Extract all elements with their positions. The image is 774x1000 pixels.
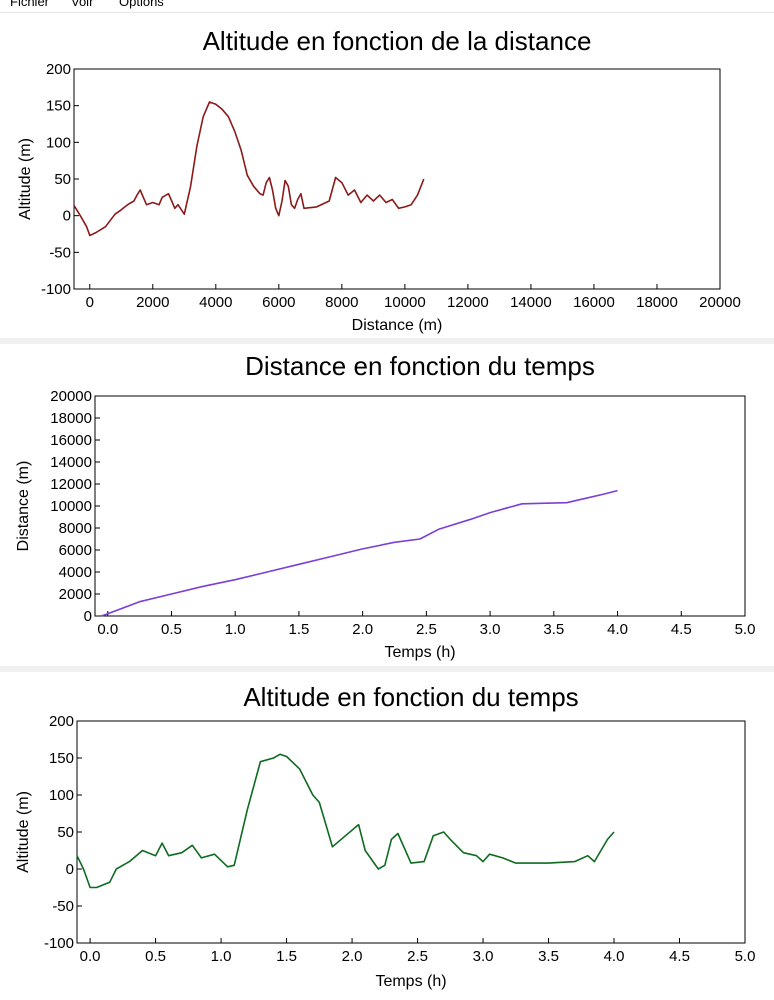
- y-tick-label: 100: [49, 787, 74, 804]
- x-axis-label: Temps (h): [375, 973, 446, 990]
- y-tick-label: 150: [49, 750, 74, 767]
- x-tick-label: 0.0: [80, 948, 101, 965]
- panel-separator: [0, 338, 774, 344]
- x-tick-label: 2000: [136, 294, 169, 311]
- y-tick-label: 14000: [50, 454, 92, 471]
- y-tick-label: 50: [57, 824, 74, 841]
- distance-time-panel: Distance en fonction du temps 0.0 0.5 1.0 1.…: [0, 344, 774, 664]
- y-tick-label: 0: [63, 208, 71, 225]
- x-tick-label: 6000: [262, 294, 295, 311]
- y-axis-label: Altitude (m): [17, 138, 34, 220]
- x-tick-label: 18000: [636, 294, 678, 311]
- y-tick-label: -50: [52, 898, 74, 915]
- x-tick-label: 0: [86, 294, 94, 311]
- x-tick-label: 5.0: [735, 948, 756, 965]
- x-tick-label: 3.0: [473, 948, 494, 965]
- series-line: [101, 489, 618, 617]
- y-tick-label: 150: [46, 98, 71, 115]
- y-tick-label: -50: [49, 244, 71, 261]
- x-tick-label: 20000: [699, 294, 741, 311]
- altitude-time-chart: Altitude en fonction du temps 0.0 0.5 1.0 1.…: [15, 682, 756, 990]
- y-tick-label: 100: [46, 134, 71, 151]
- y-axis-label: Distance (m): [15, 461, 32, 552]
- menu-voir[interactable]: Voir: [71, 0, 94, 9]
- y-tick-label: 0: [66, 861, 74, 878]
- x-tick-label: 0.5: [161, 621, 182, 638]
- x-tick-label: 4.0: [604, 948, 625, 965]
- y-tick-label: 2000: [59, 586, 92, 603]
- x-tick-label: 2.5: [407, 948, 428, 965]
- altitude-time-panel: Altitude en fonction du temps 0.0 0.5 1.0 1.…: [0, 672, 774, 1000]
- y-tick-label: 8000: [59, 520, 92, 537]
- x-axis-label: Distance (m): [352, 317, 443, 334]
- x-tick-label: 2.5: [416, 621, 437, 638]
- x-tick-label: 1.5: [276, 948, 297, 965]
- x-tick-label: 8000: [325, 294, 358, 311]
- y-tick-label: -100: [44, 935, 74, 952]
- plot-frame: [94, 395, 746, 617]
- y-axis-label: Altitude (m): [15, 791, 32, 873]
- x-tick-label: 2.0: [352, 621, 373, 638]
- chart-title: Altitude en fonction de la distance: [203, 26, 592, 56]
- y-tick-label: 50: [54, 171, 71, 188]
- y-tick-label: 18000: [50, 410, 92, 427]
- menu-bar: Fichier Voir Options: [0, 0, 774, 13]
- chart-title: Altitude en fonction du temps: [243, 682, 578, 712]
- x-axis-label: Temps (h): [384, 644, 455, 661]
- y-tick-label: 20000: [50, 388, 92, 405]
- x-tick-label: 1.0: [211, 948, 232, 965]
- x-tick-label: 0.5: [145, 948, 166, 965]
- x-tick-label: 4.0: [607, 621, 628, 638]
- x-tick-label: 14000: [510, 294, 552, 311]
- y-tick-label: 16000: [50, 432, 92, 449]
- x-tick-label: 3.0: [480, 621, 501, 638]
- menu-fichier[interactable]: Fichier: [10, 0, 50, 9]
- series-line: [76, 753, 615, 889]
- x-tick-label: 10000: [384, 294, 426, 311]
- altitude-distance-panel: Altitude en fonction de la distance 0 2000…: [0, 14, 774, 336]
- y-tick-label: 200: [49, 713, 74, 730]
- x-tick-label: 3.5: [538, 948, 559, 965]
- x-tick-label: 3.5: [543, 621, 564, 638]
- x-tick-label: 12000: [447, 294, 489, 311]
- plot-frame: [76, 720, 746, 944]
- y-tick-label: -100: [41, 281, 71, 298]
- y-tick-label: 6000: [59, 542, 92, 559]
- chart-title: Distance en fonction du temps: [245, 351, 595, 381]
- x-tick-label: 4.5: [669, 948, 690, 965]
- x-tick-label: 5.0: [735, 621, 756, 638]
- y-tick-label: 12000: [50, 476, 92, 493]
- x-tick-label: 4000: [199, 294, 232, 311]
- plot-frame: [73, 68, 721, 290]
- y-tick-label: 10000: [50, 498, 92, 515]
- series-line: [73, 101, 425, 237]
- x-tick-label: 0.0: [97, 621, 118, 638]
- y-tick-label: 4000: [59, 564, 92, 581]
- distance-time-chart: Distance en fonction du temps 0.0 0.5 1.0 1.…: [15, 351, 756, 661]
- y-tick-label: 0: [84, 608, 92, 625]
- x-tick-label: 1.5: [288, 621, 309, 638]
- x-tick-label: 2.0: [342, 948, 363, 965]
- panel-separator: [0, 666, 774, 672]
- y-tick-label: 200: [46, 61, 71, 78]
- x-tick-label: 16000: [573, 294, 615, 311]
- x-tick-label: 4.5: [671, 621, 692, 638]
- x-tick-label: 1.0: [225, 621, 246, 638]
- menu-options[interactable]: Options: [119, 0, 164, 9]
